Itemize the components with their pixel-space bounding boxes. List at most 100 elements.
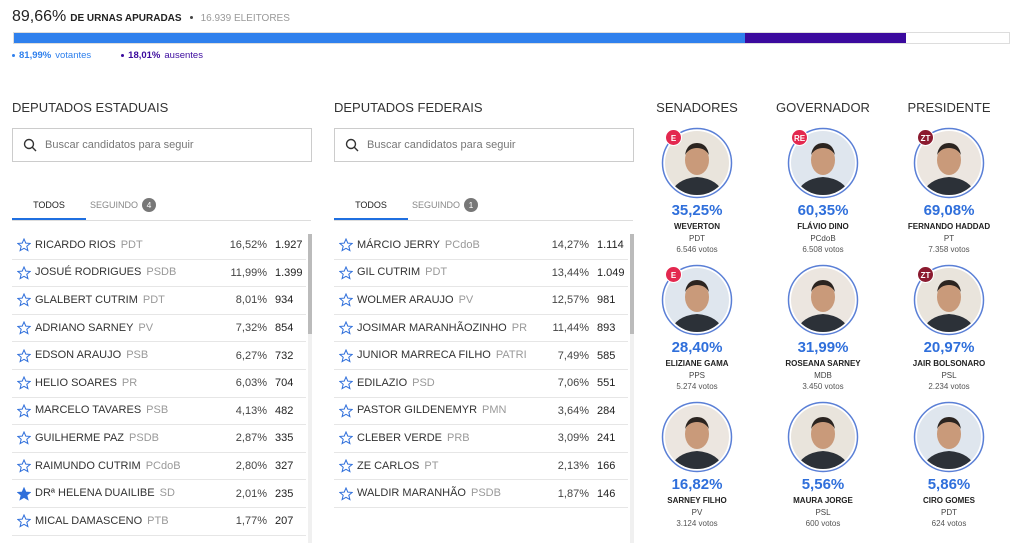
name: ZE CARLOS — [357, 459, 420, 472]
candidate-pct: 5,56% — [801, 476, 845, 493]
legend-votantes: 81,99% votantes — [12, 50, 91, 61]
candidate-name: RICARDO RIOS PDT — [31, 238, 217, 253]
candidate-card: 60,35% FLÁVIO DINO PCdoB 6.508 votos — [768, 202, 878, 254]
name: GLALBERT CUTRIM — [35, 293, 138, 306]
candidate-photo — [913, 127, 985, 199]
follow-star[interactable] — [17, 348, 31, 363]
candidate-row: MÁRCIO JERRY PCdoB 14,27% 1.114 — [334, 232, 628, 260]
candidate-party: PV — [691, 508, 703, 517]
candidate-row: GUILHERME PAZ PSDB 2,87% 335 — [12, 425, 306, 453]
name: HELIO SOARES — [35, 376, 117, 389]
follow-star[interactable] — [339, 459, 353, 473]
candidate-list: RICARDO RIOS PDT 16,52% 1.927 JOSUÉ RODRIGUE… — [12, 232, 306, 543]
candidate-name: MAURA JORGE — [793, 496, 853, 505]
tab-following[interactable]: SEGUINDO 1 — [408, 196, 479, 216]
follow-star[interactable] — [17, 238, 31, 252]
follow-star[interactable] — [17, 376, 31, 390]
party: PTB — [147, 514, 169, 527]
pct: 2,80% — [235, 460, 267, 473]
candidate-name: ADRIANO SARNEY PV — [31, 321, 217, 336]
name: EDILAZIO — [357, 376, 408, 389]
legend-pct: 18,01% — [128, 50, 161, 61]
votes: 585 — [597, 349, 616, 362]
candidate-name: WALDIR MARANHÃO PSDB — [353, 486, 539, 501]
follow-star[interactable] — [339, 376, 353, 390]
follow-star[interactable] — [17, 514, 31, 528]
scrollbar-track — [308, 234, 312, 543]
follow-star[interactable] — [339, 238, 353, 252]
pct: 7,49% — [557, 349, 589, 362]
candidate-pct: 16,82% — [671, 476, 723, 493]
candidate-row: JOSIMAR MARANHÃOZINHO PR 11,44% 893 — [334, 315, 628, 343]
votes: 1.049 — [597, 266, 625, 279]
party: PSDB — [129, 431, 159, 444]
name: JOSIMAR MARANHÃOZINHO — [357, 321, 507, 334]
candidate-name: FERNANDO HADDAD — [907, 222, 991, 231]
candidate-card: 20,97% JAIR BOLSONARO PSL 2.234 votos — [894, 339, 1004, 391]
follow-star[interactable] — [339, 265, 353, 280]
name: EDSON ARAUJO — [35, 349, 122, 362]
candidate-pct: 69,08% — [923, 202, 975, 219]
candidate-name: EDILAZIO PSD — [353, 376, 539, 391]
candidate-name: GLALBERT CUTRIM PDT — [31, 293, 217, 308]
tab-all[interactable]: TODOS — [12, 196, 86, 220]
party: PSDB — [146, 266, 177, 279]
follow-star[interactable] — [339, 486, 353, 501]
follow-star[interactable] — [339, 293, 353, 308]
candidate-name: MÁRCIO JERRY PCdoB — [353, 238, 539, 253]
name: JOSUÉ RODRIGUES — [35, 266, 142, 279]
party: PSD — [412, 376, 435, 389]
follow-star[interactable] — [17, 459, 31, 473]
follow-star[interactable] — [339, 348, 353, 363]
pct: 13,44% — [551, 266, 589, 279]
following-count: 1 — [464, 198, 479, 212]
votes: 241 — [597, 432, 616, 445]
votes: 1.927 — [275, 239, 303, 252]
follow-star[interactable] — [17, 486, 31, 501]
pct: 7,06% — [557, 377, 589, 390]
party: PR — [121, 376, 138, 389]
votes: 207 — [275, 515, 294, 528]
follow-star[interactable] — [17, 403, 31, 418]
scrollbar-thumb — [630, 234, 634, 334]
votes: 482 — [275, 404, 294, 417]
candidate-row: WALDIR MARANHÃO PSDB 1,87% 146 — [334, 480, 628, 508]
candidate-name: EDSON ARAUJO PSB — [31, 348, 217, 363]
follow-star[interactable] — [17, 321, 31, 335]
follow-star[interactable] — [17, 431, 31, 446]
dot — [189, 15, 193, 19]
votes: 981 — [597, 294, 616, 307]
candidate-card: 31,99% ROSEANA SARNEY MDB 3.450 votos — [768, 339, 878, 391]
tab-following[interactable]: SEGUINDO 4 — [86, 196, 157, 216]
search-box[interactable]: Buscar candidatos para seguir — [334, 128, 634, 162]
candidate-pct: 5,86% — [927, 476, 971, 493]
follow-star[interactable] — [339, 321, 353, 335]
party: SD — [159, 487, 175, 500]
progress-ausentes — [745, 33, 907, 43]
search-box[interactable]: Buscar candidatos para seguir — [12, 128, 312, 162]
candidate-row: EDSON ARAUJO PSB 6,27% 732 — [12, 342, 306, 370]
candidate-row: RAIMUNDO CUTRIM PCdoB 2,80% 327 — [12, 453, 306, 481]
apuradas-pct: 89,66% — [12, 8, 67, 25]
party: PSB — [146, 404, 169, 417]
name: WALDIR MARANHÃO — [357, 487, 466, 500]
candidate-name: CIRO GOMES — [922, 496, 975, 505]
candidate-name: MARCELO TAVARES PSB — [31, 403, 217, 418]
scrollbar-thumb — [308, 234, 312, 334]
follow-star[interactable] — [339, 431, 353, 446]
party: PATRI — [495, 349, 527, 362]
header: 89,66% DE URNAS APURADAS 16.939 ELEITORES — [12, 8, 290, 26]
follow-star[interactable] — [339, 403, 353, 418]
candidate-votes: 5.274 votos — [676, 382, 718, 391]
follow-star[interactable] — [17, 293, 31, 308]
candidate-name: JOSIMAR MARANHÃOZINHO PR — [353, 321, 539, 336]
tab-all[interactable]: TODOS — [334, 196, 408, 220]
candidate-row: GLALBERT CUTRIM PDT 8,01% 934 — [12, 287, 306, 315]
candidate-pct: 20,97% — [923, 339, 975, 356]
name: GIL CUTRIM — [357, 266, 421, 279]
candidate-card: 69,08% FERNANDO HADDAD PT 7.358 votos — [894, 202, 1004, 254]
candidate-name: GUILHERME PAZ PSDB — [31, 431, 217, 446]
candidate-photo — [787, 264, 859, 336]
follow-star[interactable] — [17, 265, 31, 280]
